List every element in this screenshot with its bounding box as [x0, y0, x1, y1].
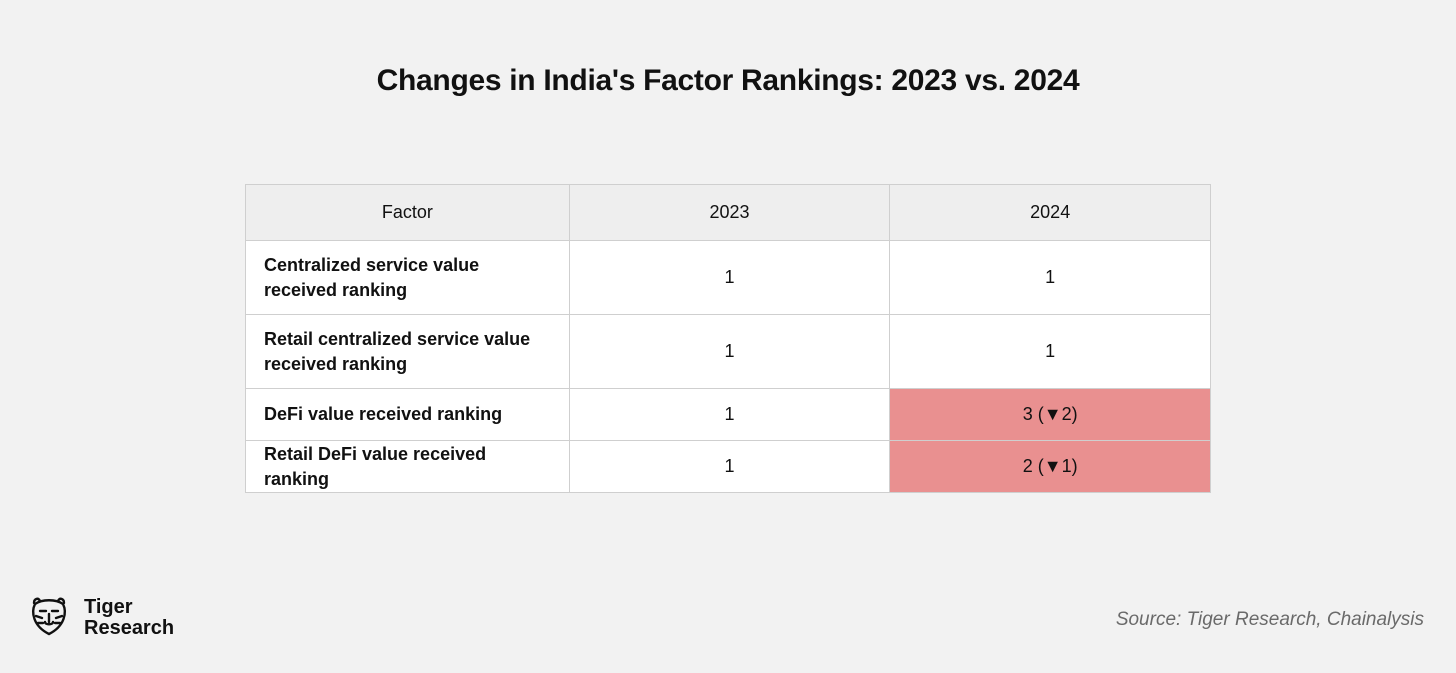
brand-name-line1: Tiger	[84, 597, 174, 618]
cell-2024: 1	[890, 315, 1211, 389]
cell-2024: 2 (▼1)	[890, 441, 1211, 493]
cell-2024: 1	[890, 241, 1211, 315]
cell-factor: DeFi value received ranking	[246, 389, 570, 441]
brand-name: Tiger Research	[84, 597, 174, 639]
cell-factor: Retail DeFi value received ranking	[246, 441, 570, 493]
footer: Tiger Research Source: Tiger Research, C…	[0, 593, 1456, 649]
brand-name-line2: Research	[84, 618, 174, 639]
col-header-2024: 2024	[890, 185, 1211, 241]
table-row: DeFi value received ranking 1 3 (▼2)	[246, 389, 1211, 441]
source-attribution: Source: Tiger Research, Chainalysis	[1116, 609, 1424, 631]
rankings-table: Factor 2023 2024 Centralized service val…	[245, 184, 1211, 493]
brand-logo: Tiger Research	[26, 592, 174, 643]
col-header-factor: Factor	[246, 185, 570, 241]
rankings-table-container: Factor 2023 2024 Centralized service val…	[245, 184, 1211, 493]
cell-factor: Centralized service value received ranki…	[246, 241, 570, 315]
cell-2023: 1	[569, 241, 890, 315]
page-title: Changes in India's Factor Rankings: 2023…	[0, 0, 1456, 98]
table-body: Centralized service value received ranki…	[246, 241, 1211, 493]
cell-2023: 1	[569, 441, 890, 493]
table-header-row: Factor 2023 2024	[246, 185, 1211, 241]
cell-2023: 1	[569, 389, 890, 441]
table-row: Retail centralized service value receive…	[246, 315, 1211, 389]
table-row: Centralized service value received ranki…	[246, 241, 1211, 315]
cell-factor: Retail centralized service value receive…	[246, 315, 570, 389]
col-header-2023: 2023	[569, 185, 890, 241]
cell-2023: 1	[569, 315, 890, 389]
table-row: Retail DeFi value received ranking 1 2 (…	[246, 441, 1211, 493]
tiger-icon	[26, 592, 72, 643]
cell-2024: 3 (▼2)	[890, 389, 1211, 441]
